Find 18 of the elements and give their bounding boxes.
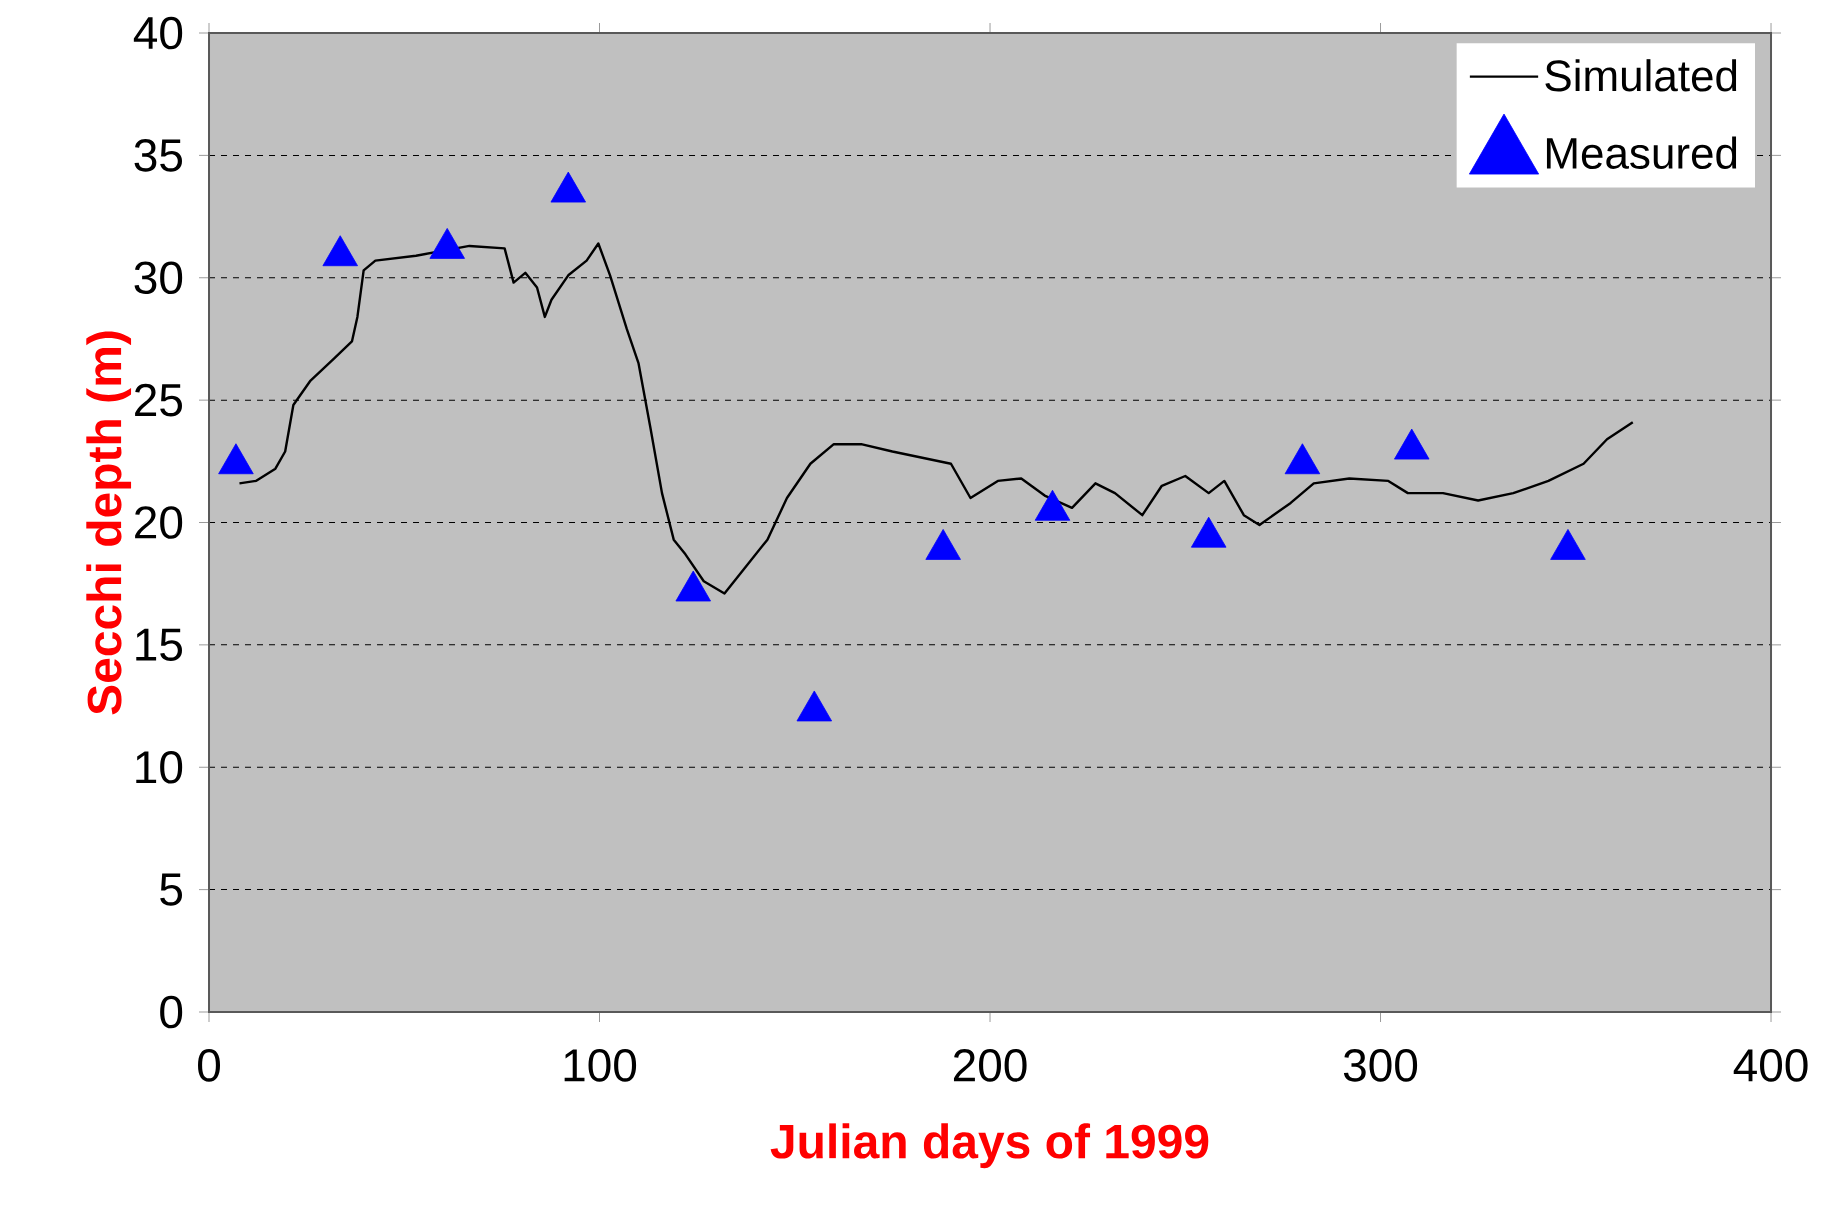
y-tick-label: 20: [135, 506, 183, 539]
y-axis-title: Secchi depth (m): [86, 331, 132, 715]
y-tick-label: 30: [134, 261, 183, 295]
y-tick-label: 5: [160, 873, 183, 906]
x-tick-label: 300: [1343, 1049, 1418, 1082]
legend-label: Simulated: [1545, 59, 1737, 92]
y-tick-label: 0: [160, 995, 183, 1029]
y-tick-label: 15: [136, 628, 182, 661]
x-tick-label: 0: [198, 1049, 221, 1082]
legend-label: Measured: [1546, 136, 1737, 169]
y-tick-label: 40: [133, 16, 183, 50]
x-tick-label: 200: [953, 1049, 1027, 1082]
x-tick-label: 100: [564, 1049, 637, 1082]
x-axis-title: Julian days of 1999: [770, 1123, 1209, 1169]
x-tick-label: 400: [1733, 1049, 1808, 1082]
y-tick-label: 35: [134, 139, 182, 172]
y-tick-label: 25: [135, 383, 182, 417]
y-tick-label: 10: [136, 750, 183, 784]
